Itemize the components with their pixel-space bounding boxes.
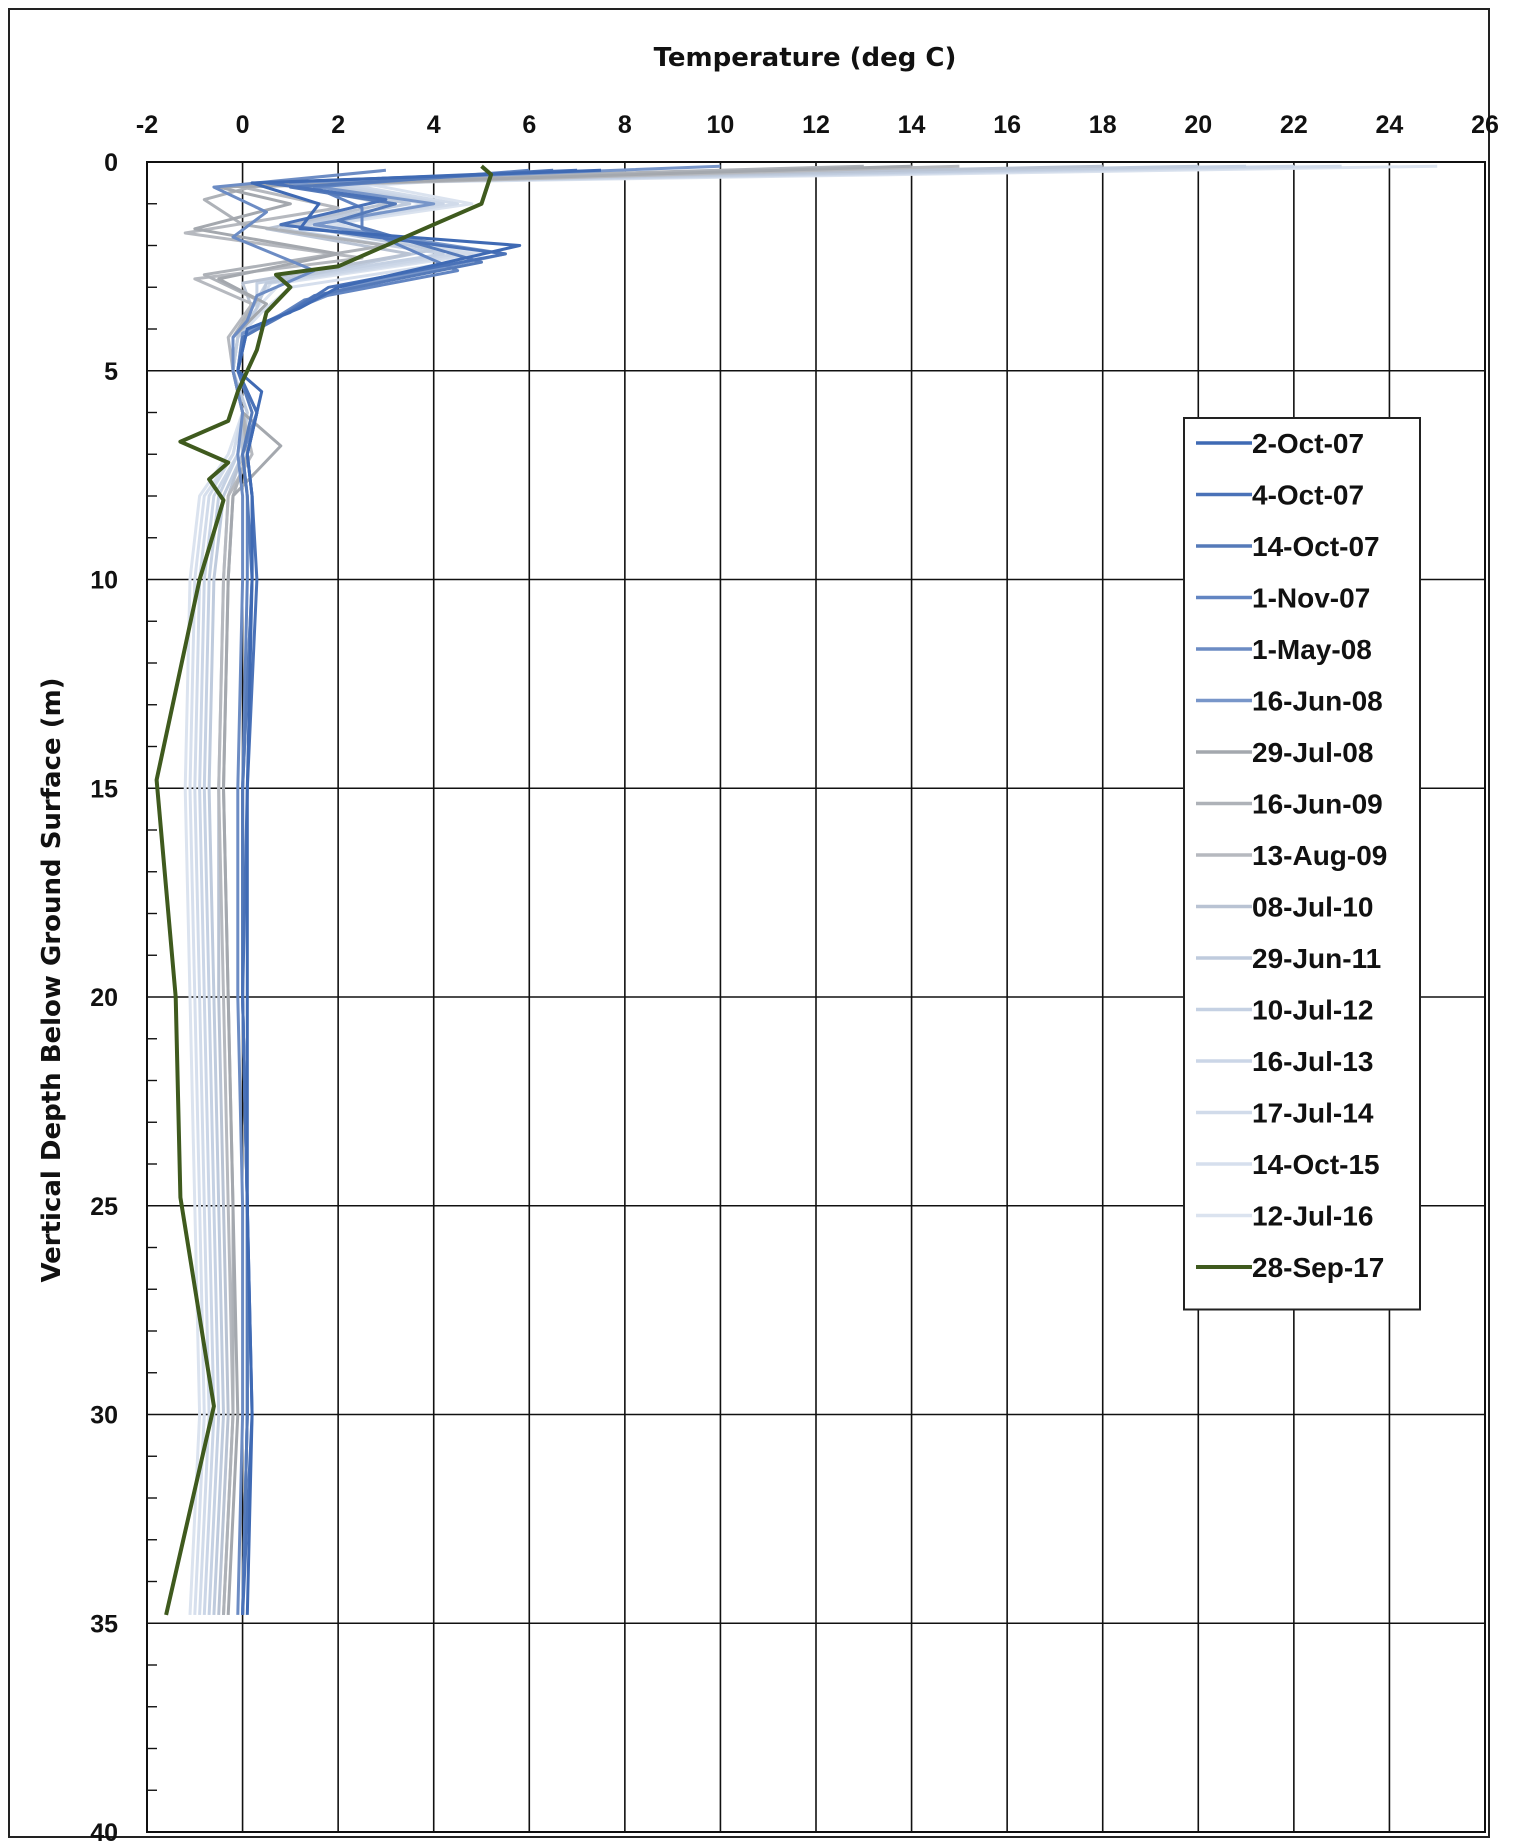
y-tick-label: 25 [90, 1193, 118, 1221]
y-tick-label: 35 [90, 1610, 118, 1638]
legend-label: 14-Oct-07 [1252, 531, 1380, 562]
x-tick-label: -2 [136, 111, 158, 139]
x-tick-label: 14 [898, 111, 926, 139]
legend-label: 2-Oct-07 [1252, 428, 1364, 459]
legend-label: 16-Jun-09 [1252, 789, 1383, 820]
legend-label: 08-Jul-10 [1252, 892, 1373, 923]
series-layer [154, 164, 1438, 1616]
y-tick-label: 40 [90, 1819, 118, 1843]
x-tick-label: 6 [522, 111, 536, 139]
x-tick-label: 18 [1089, 111, 1117, 139]
legend-label: 12-Jul-16 [1252, 1201, 1373, 1232]
x-tick-label: 20 [1184, 111, 1212, 139]
x-axis-title: Temperature (deg C) [654, 43, 957, 73]
x-tick-label: 24 [1376, 111, 1404, 139]
series-line-08-jul-10 [217, 164, 1103, 1615]
y-tick-label: 5 [104, 358, 118, 386]
y-tick-label: 20 [90, 984, 118, 1012]
y-tick-label: 30 [90, 1402, 118, 1430]
legend-label: 1-Nov-07 [1252, 583, 1370, 614]
series-line-4-oct-07 [236, 168, 578, 1615]
legend-label: 4-Oct-07 [1252, 480, 1364, 511]
x-tick-label: 10 [707, 111, 735, 139]
tick-labels: -2 0 2 4 6 8 10 12 14 16 18 20 22 24 26051015202530354… [90, 111, 1499, 1843]
y-tick-label: 0 [104, 149, 118, 177]
x-tick-label: 12 [802, 111, 830, 139]
series-line-16-jun-09 [202, 164, 864, 1615]
legend-label: 29-Jun-11 [1252, 943, 1381, 974]
x-tick-label: 4 [427, 111, 441, 139]
series-line-29-jun-11 [207, 164, 1199, 1615]
legend-label: 17-Jul-14 [1252, 1098, 1374, 1129]
y-tick-label: 10 [90, 567, 118, 595]
series-line-10-jul-12 [202, 164, 1247, 1615]
legend-label: 14-Oct-15 [1252, 1149, 1380, 1180]
y-axis-title: Vertical Depth Below Ground Surface (m) [37, 677, 67, 1282]
series-line-14-oct-07 [236, 168, 554, 1615]
legend: 2-Oct-07 4-Oct-07 14-Oct-07 1-Nov-07 1-May-0… [1183, 417, 1421, 1311]
series-line-16-jun-08 [236, 164, 721, 1615]
legend-label: 16-Jul-13 [1252, 1046, 1373, 1077]
x-tick-label: 8 [618, 111, 632, 139]
legend-label: 28-Sep-17 [1252, 1252, 1384, 1283]
x-tick-label: 2 [331, 111, 345, 139]
x-tick-label: 16 [993, 111, 1021, 139]
series-line-1-nov-07 [236, 168, 530, 1615]
series-line-29-jul-08 [193, 164, 912, 1615]
legend-label: 16-Jun-08 [1252, 686, 1383, 717]
legend-label: 1-May-08 [1252, 634, 1372, 665]
y-tick-label: 15 [90, 775, 118, 803]
legend-label: 29-Jul-08 [1252, 737, 1373, 768]
series-line-28-sep-17 [154, 164, 494, 1616]
series-line-13-aug-09 [183, 164, 960, 1615]
series-line-16-jul-13 [198, 164, 1294, 1615]
x-tick-label: 0 [236, 111, 250, 139]
legend-box [1183, 417, 1421, 1311]
chart-frame [8, 8, 1490, 1838]
series-line-17-jul-14 [193, 164, 1342, 1615]
series-line-2-oct-07 [236, 168, 602, 1615]
x-tick-label: 22 [1280, 111, 1308, 139]
legend-label: 10-Jul-12 [1252, 995, 1373, 1026]
legend-label: 13-Aug-09 [1252, 840, 1387, 871]
x-tick-label: 26 [1471, 111, 1499, 139]
